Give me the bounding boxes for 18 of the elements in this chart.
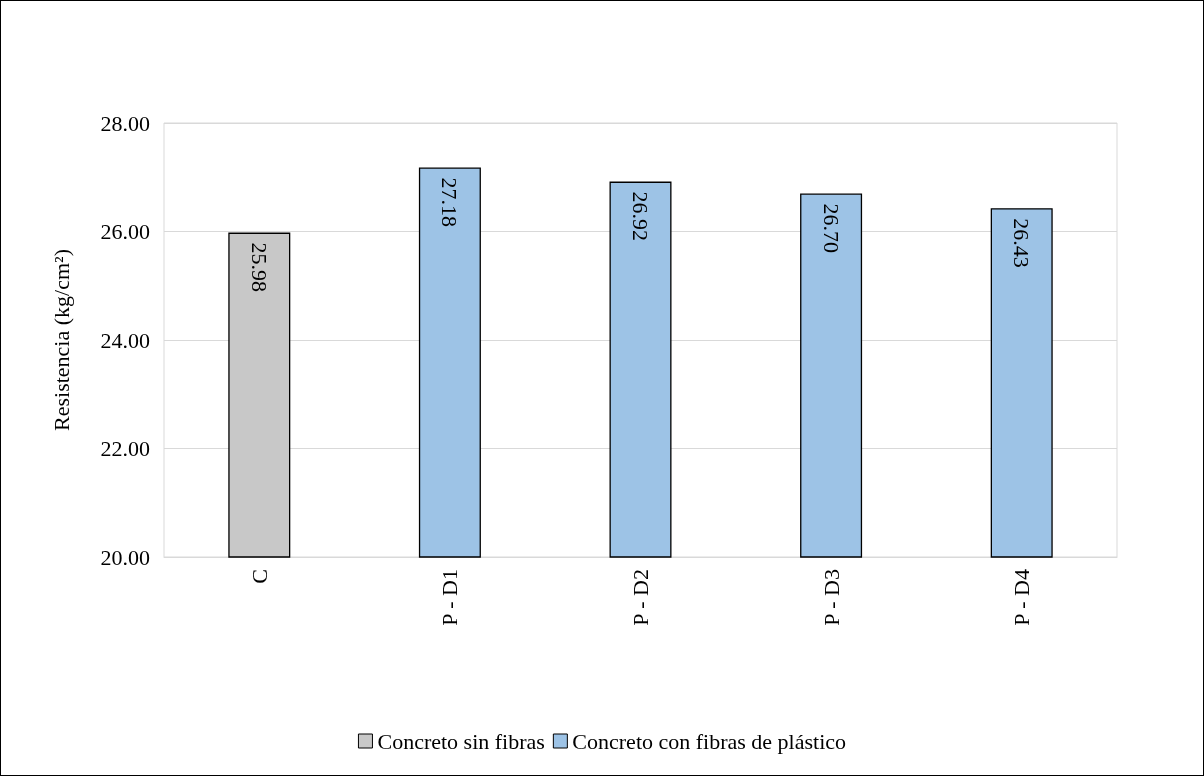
y-axis-title: Resistencia (kg/cm²) (48, 249, 74, 431)
x-tick-label: P - D4 (1009, 569, 1035, 626)
x-tick-label: P - D2 (628, 569, 653, 626)
data-label: 26.70 (818, 203, 844, 254)
data-label: 27.18 (437, 177, 463, 227)
y-tick-label: 26.00 (100, 219, 150, 244)
legend-label: Concreto con fibras de plástico (572, 728, 847, 754)
x-tick-label: C (246, 569, 272, 584)
data-label: 25.98 (246, 242, 272, 293)
y-tick-label: 20.00 (100, 544, 150, 570)
data-label: 26.43 (1009, 218, 1035, 268)
data-label: 26.92 (628, 191, 653, 242)
legend-label: Concreto sin fibras (377, 728, 545, 754)
y-tick-label: 24.00 (100, 327, 150, 353)
y-tick-label: 22.00 (100, 436, 150, 461)
x-tick-label: P - D3 (818, 569, 844, 626)
y-tick-label: 28.00 (100, 110, 150, 136)
x-tick-label: P - D1 (437, 569, 463, 626)
